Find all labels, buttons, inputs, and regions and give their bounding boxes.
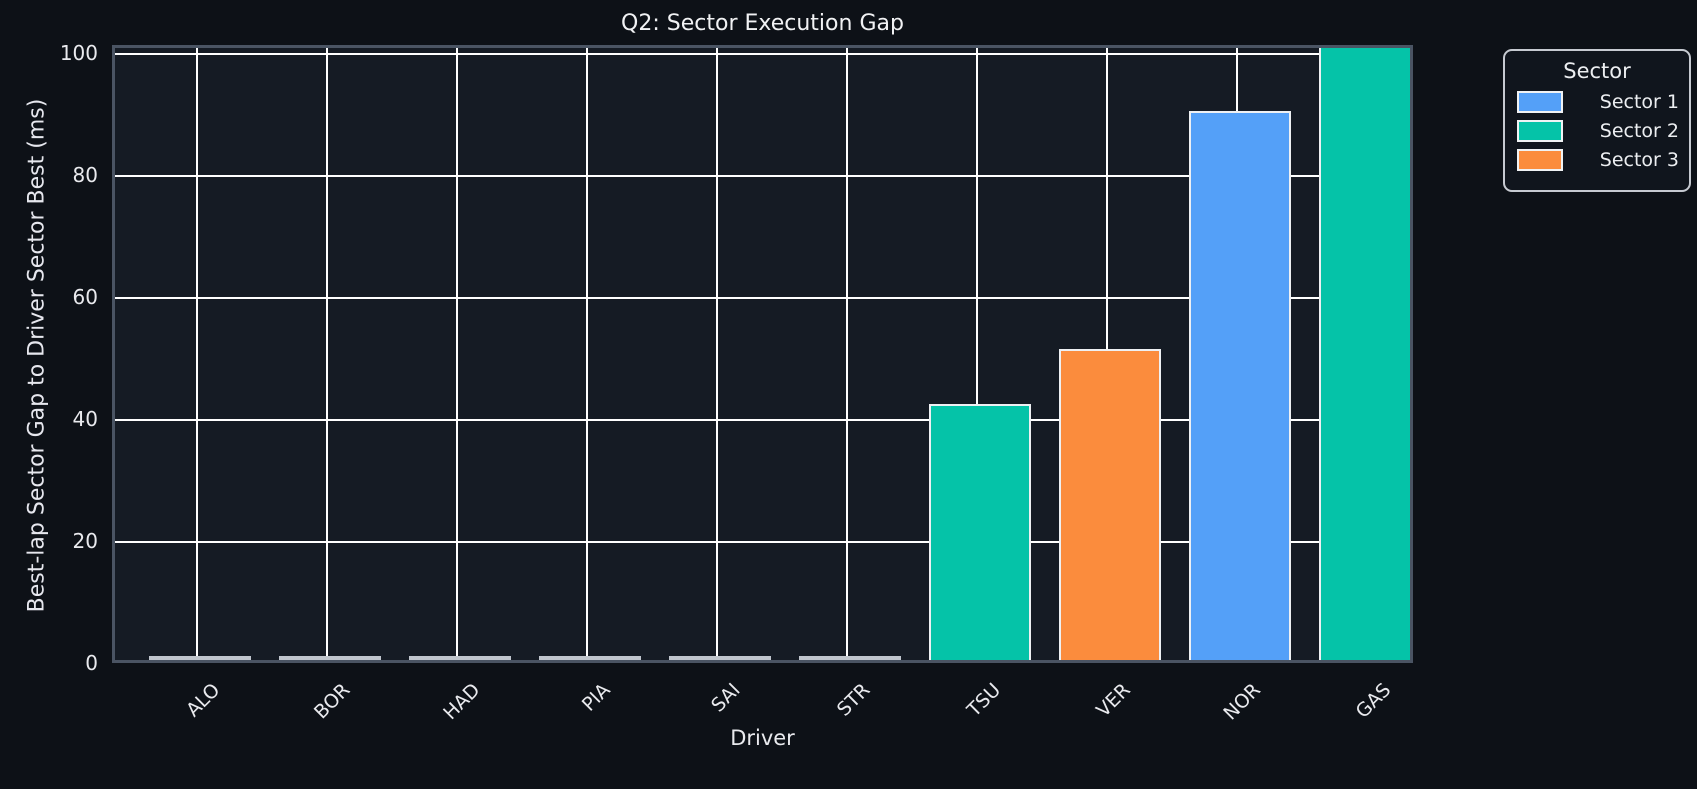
legend-entry-1: Sector 1 <box>1517 91 1679 113</box>
bar-HAD <box>408 656 511 660</box>
h-gridline-40 <box>115 418 1410 421</box>
legend-entry-label: Sector 3 <box>1599 149 1679 171</box>
h-gridline-60 <box>115 296 1410 299</box>
legend-swatch-icon <box>1517 149 1563 171</box>
y-tick-label-80: 80 <box>72 162 98 187</box>
legend-title: Sector <box>1563 59 1631 83</box>
y-tick-label-0: 0 <box>85 651 98 675</box>
x-tick-label-BOR: BOR <box>309 679 355 724</box>
y-tick-label-100: 100 <box>59 40 98 65</box>
v-gridline-BOR <box>325 48 328 660</box>
x-tick-label-SAI: SAI <box>707 679 745 717</box>
bar-TSU <box>929 404 1032 660</box>
v-gridline-SAI <box>715 48 718 660</box>
y-tick-label-40: 40 <box>72 406 98 431</box>
legend-entries: Sector 1 Sector 2 Sector 3 <box>1515 91 1679 171</box>
x-tick-label-PIA: PIA <box>577 679 615 716</box>
legend-entry-2: Sector 2 <box>1517 120 1679 142</box>
bar-PIA <box>538 656 641 660</box>
v-gridline-STR <box>846 48 849 660</box>
x-tick-label-ALO: ALO <box>181 679 225 722</box>
v-gridline-TSU <box>976 48 979 660</box>
plot-area <box>112 45 1413 663</box>
legend-entry-3: Sector 3 <box>1517 149 1679 171</box>
x-tick-label-VER: VER <box>1092 679 1135 722</box>
bar-NOR <box>1189 111 1292 660</box>
x-tick-label-GAS: GAS <box>1351 679 1396 723</box>
x-tick-label-NOR: NOR <box>1219 679 1265 725</box>
h-gridline-80 <box>115 174 1410 177</box>
h-gridline-100 <box>115 52 1410 55</box>
bar-SAI <box>668 656 771 660</box>
chart-title: Q2: Sector Execution Gap <box>621 11 904 36</box>
v-gridline-HAD <box>455 48 458 660</box>
bar-GAS <box>1319 48 1410 660</box>
legend: Sector Sector 1 Sector 2 Sector 3 <box>1503 49 1691 192</box>
legend-swatch-icon <box>1517 91 1563 113</box>
bar-VER <box>1059 349 1162 660</box>
bar-STR <box>799 656 902 660</box>
bar-BOR <box>278 656 381 660</box>
x-axis-label: Driver <box>730 726 795 750</box>
v-gridline-PIA <box>585 48 588 660</box>
legend-swatch-icon <box>1517 120 1563 142</box>
h-gridline-20 <box>115 540 1410 543</box>
legend-entry-label: Sector 1 <box>1599 91 1679 113</box>
bar-ALO <box>148 656 251 660</box>
legend-entry-label: Sector 2 <box>1599 120 1679 142</box>
x-tick-label-TSU: TSU <box>962 679 1005 722</box>
x-tick-label-HAD: HAD <box>439 679 485 725</box>
x-tick-label-STR: STR <box>833 679 875 721</box>
v-gridline-ALO <box>195 48 198 660</box>
y-tick-label-60: 60 <box>72 284 98 309</box>
y-tick-label-20: 20 <box>72 528 98 553</box>
